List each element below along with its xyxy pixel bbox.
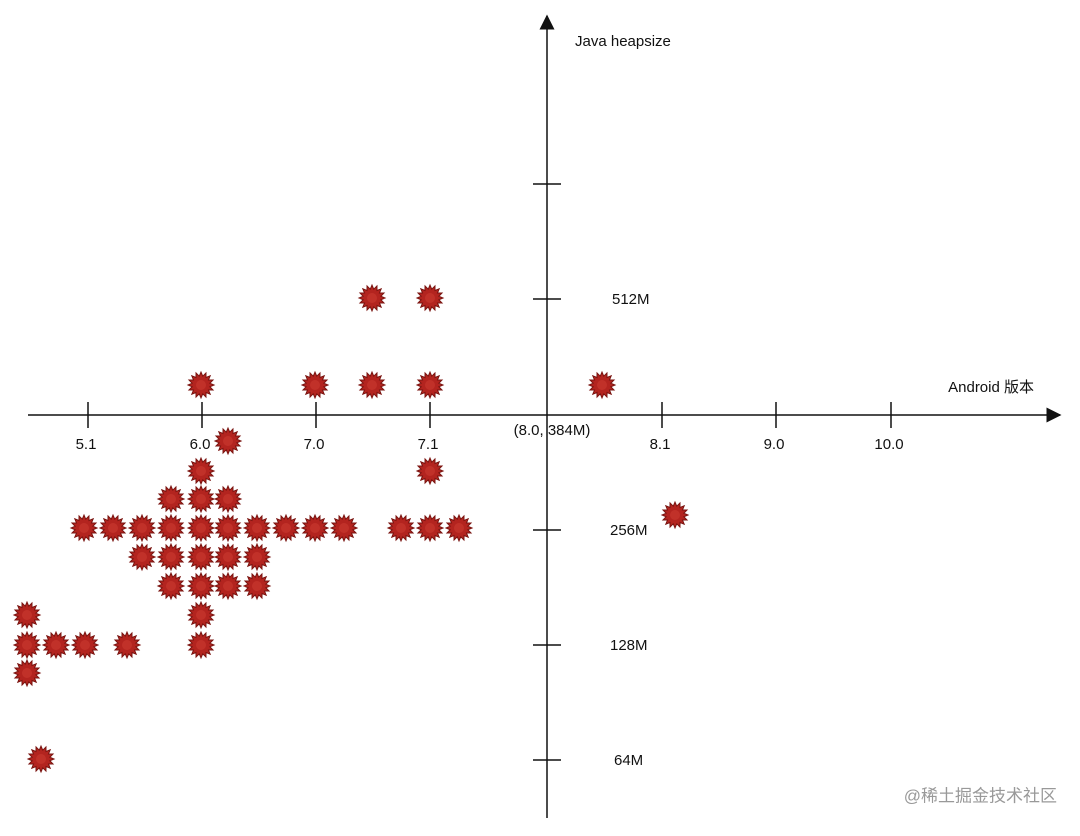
virus-icon [70, 514, 98, 542]
virus-icon [301, 514, 329, 542]
virus-icon [416, 457, 444, 485]
virus-icon [214, 572, 242, 600]
virus-icon [13, 659, 41, 687]
y-tick-label: 256M [610, 522, 648, 539]
virus-icon [113, 631, 141, 659]
virus-icon [243, 514, 271, 542]
virus-icon [187, 543, 215, 571]
x-tick-label: 7.0 [304, 436, 325, 453]
virus-icon [661, 501, 689, 529]
x-tick-label: 10.0 [874, 436, 903, 453]
virus-icon [358, 371, 386, 399]
virus-icon [387, 514, 415, 542]
virus-icon [157, 572, 185, 600]
virus-icon [99, 514, 127, 542]
virus-icon [214, 543, 242, 571]
x-axis-title: Android 版本 [948, 379, 1034, 396]
virus-icon [214, 514, 242, 542]
virus-icon [243, 572, 271, 600]
x-tick-label: 7.1 [418, 436, 439, 453]
virus-icon [27, 745, 55, 773]
virus-icon [187, 631, 215, 659]
x-tick-label: 9.0 [764, 436, 785, 453]
virus-icon [445, 514, 473, 542]
virus-icon [301, 371, 329, 399]
x-tick-label: 6.0 [190, 436, 211, 453]
virus-icon [42, 631, 70, 659]
origin-label: (8.0, 384M) [514, 422, 591, 439]
virus-icon [187, 371, 215, 399]
x-tick-label: 5.1 [76, 436, 97, 453]
virus-icon [272, 514, 300, 542]
virus-icon [358, 284, 386, 312]
virus-icon [187, 485, 215, 513]
virus-icon [416, 284, 444, 312]
virus-icon [416, 514, 444, 542]
virus-icon [13, 601, 41, 629]
virus-icon [416, 371, 444, 399]
virus-icon [330, 514, 358, 542]
virus-icon [128, 514, 156, 542]
virus-icon [187, 572, 215, 600]
virus-icon [128, 543, 156, 571]
y-tick-label: 128M [610, 637, 648, 654]
virus-icon [214, 485, 242, 513]
virus-icon [187, 601, 215, 629]
virus-icon [243, 543, 271, 571]
watermark: @稀土掘金技术社区 [904, 786, 1057, 805]
virus-icon [13, 631, 41, 659]
virus-icon [187, 514, 215, 542]
y-axis-title: Java heapsize [575, 33, 671, 50]
y-tick-label: 512M [612, 291, 650, 308]
y-tick-label: 64M [614, 752, 643, 769]
virus-icon [71, 631, 99, 659]
virus-icon [157, 485, 185, 513]
virus-icon [157, 514, 185, 542]
icons [13, 284, 689, 773]
virus-icon [187, 457, 215, 485]
virus-icon [214, 427, 242, 455]
virus-icon [588, 371, 616, 399]
virus-icon [157, 543, 185, 571]
x-tick-label: 8.1 [650, 436, 671, 453]
